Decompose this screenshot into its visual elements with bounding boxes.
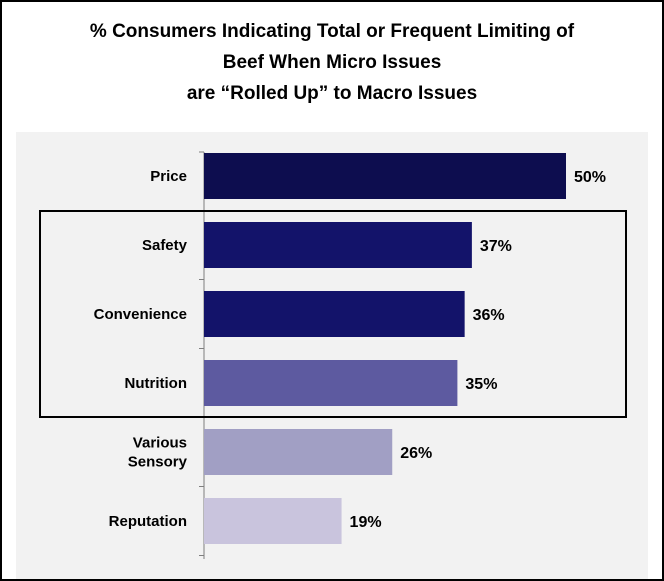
category-label: Reputation xyxy=(109,513,187,530)
category-label: Safety xyxy=(142,237,188,254)
value-label: 36% xyxy=(473,307,505,324)
chart-title: % Consumers Indicating Total or Frequent… xyxy=(2,16,662,109)
category-label: Convenience xyxy=(94,306,187,323)
highlight-box xyxy=(39,210,627,418)
bar-price xyxy=(204,153,566,199)
bar-nutrition xyxy=(204,360,458,406)
value-label: 19% xyxy=(350,514,382,531)
category-label: Sensory xyxy=(128,454,188,471)
bar-reputation xyxy=(204,498,342,544)
value-label: 35% xyxy=(465,376,497,393)
category-label: Price xyxy=(150,168,187,185)
bar-various-sensory xyxy=(204,429,393,475)
category-label: Nutrition xyxy=(125,375,187,392)
value-label: 50% xyxy=(574,169,606,186)
chart-title-line-2: Beef When Micro Issues xyxy=(222,52,442,73)
value-label: 26% xyxy=(400,445,432,462)
chart-title-line-3: are “Rolled Up” to Macro Issues xyxy=(186,83,478,104)
value-label: 37% xyxy=(480,238,512,255)
chart-title-line-1: % Consumers Indicating Total or Frequent… xyxy=(89,21,575,42)
bar-convenience xyxy=(204,291,465,337)
category-label: Various xyxy=(133,435,187,452)
bar-safety xyxy=(204,222,472,268)
